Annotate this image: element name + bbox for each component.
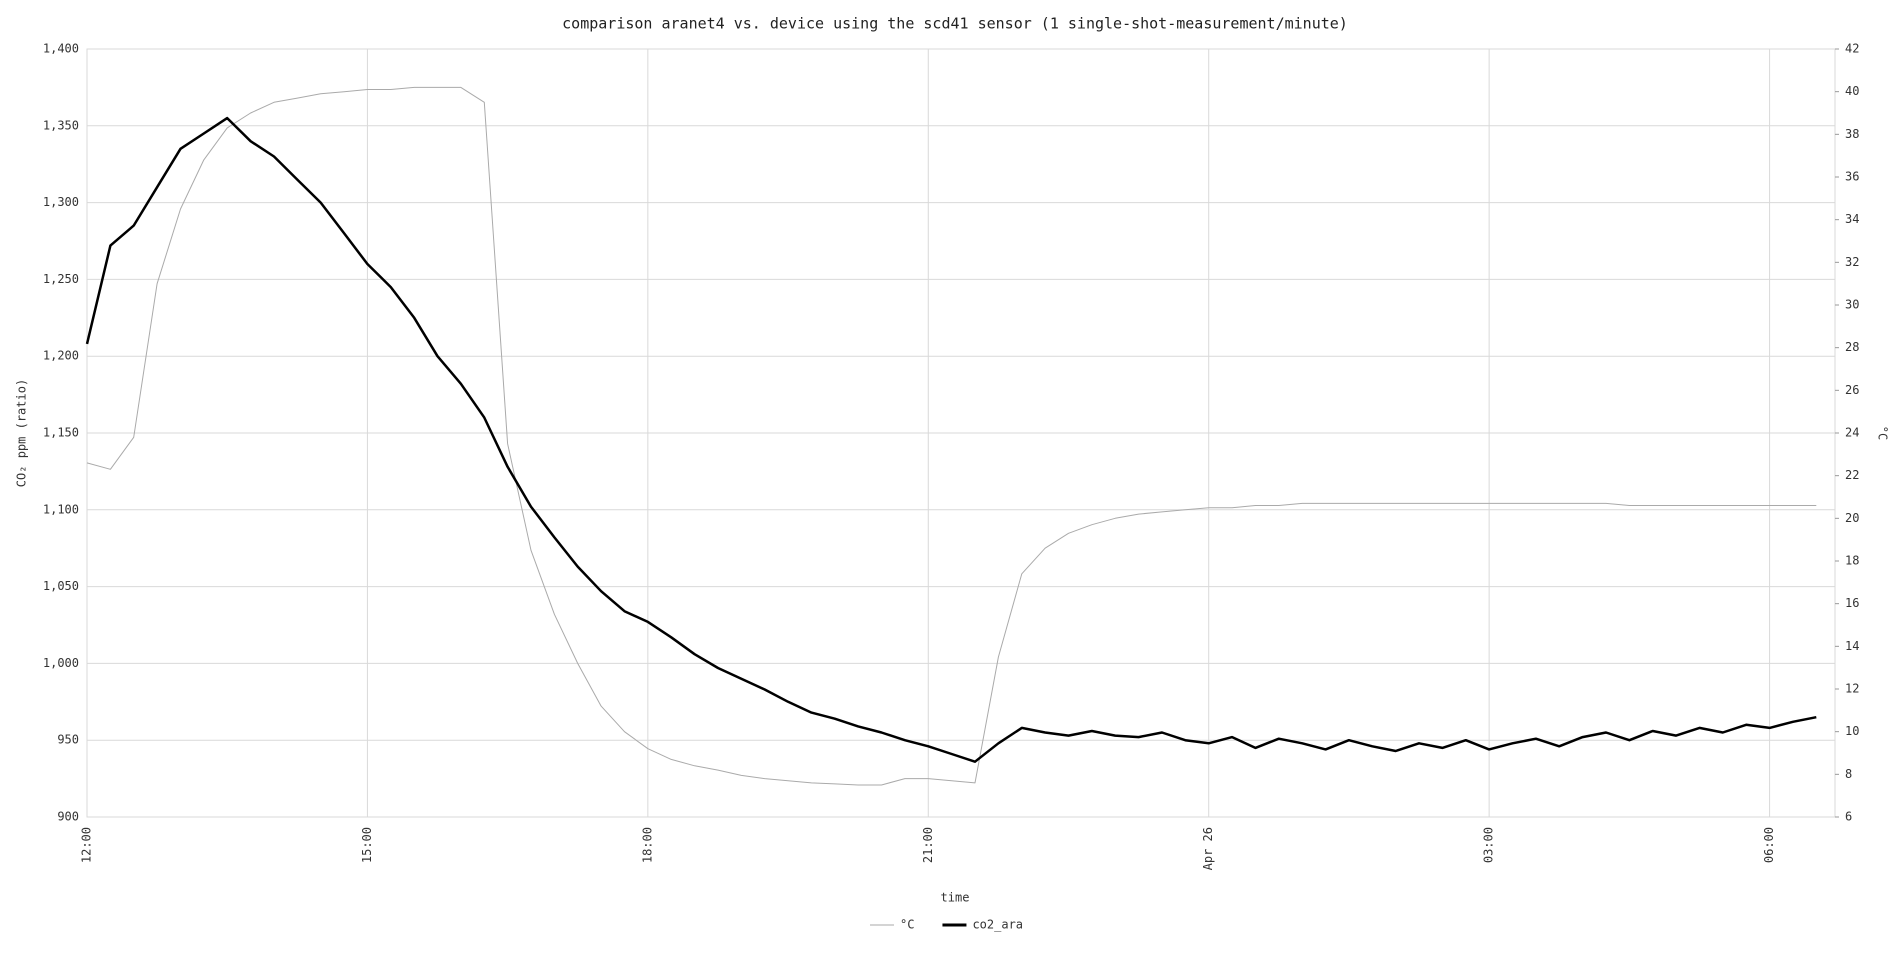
y2-axis-title: °C — [1876, 426, 1890, 440]
y-tick-label: 1,400 — [43, 42, 79, 56]
y2-tick-label: 30 — [1845, 298, 1859, 312]
y-tick-label: 1,100 — [43, 502, 79, 516]
y2-tick-label: 16 — [1845, 596, 1859, 610]
y2-tick-label: 24 — [1845, 426, 1859, 440]
x-tick-label: 21:00 — [921, 827, 935, 863]
y2-tick-label: 40 — [1845, 84, 1859, 98]
y2-tick-label: 32 — [1845, 255, 1859, 269]
x-tick-label: 12:00 — [80, 827, 94, 863]
y-tick-label: 1,000 — [43, 656, 79, 670]
y2-tick-label: 20 — [1845, 511, 1859, 525]
y2-tick-label: 34 — [1845, 212, 1859, 226]
y-tick-label: 900 — [57, 810, 79, 824]
y2-tick-label: 14 — [1845, 639, 1859, 653]
x-tick-label: 18:00 — [640, 827, 654, 863]
y2-tick-label: 42 — [1845, 42, 1859, 56]
series-line — [86, 86, 1817, 786]
y-tick-label: 1,250 — [43, 272, 79, 286]
y2-tick-label: 18 — [1845, 554, 1859, 568]
y-tick-label: 950 — [57, 733, 79, 747]
chart-title: comparison aranet4 vs. device using the … — [562, 15, 1348, 33]
y-tick-label: 1,200 — [43, 349, 79, 363]
y2-tick-label: 8 — [1845, 767, 1852, 781]
x-tick-label: 06:00 — [1762, 827, 1776, 863]
y-tick-label: 1,150 — [43, 426, 79, 440]
legend-label: co2_ara — [972, 918, 1023, 932]
y2-tick-label: 26 — [1845, 383, 1859, 397]
x-axis-title: time — [941, 891, 970, 905]
y-tick-label: 1,050 — [43, 579, 79, 593]
x-tick-label: Apr 26 — [1201, 827, 1215, 870]
y-tick-label: 1,350 — [43, 118, 79, 132]
y2-tick-label: 6 — [1845, 810, 1852, 824]
x-tick-label: 15:00 — [360, 827, 374, 863]
y2-tick-label: 28 — [1845, 340, 1859, 354]
y2-tick-label: 10 — [1845, 724, 1859, 738]
series-line — [85, 116, 1817, 763]
y2-tick-label: 12 — [1845, 682, 1859, 696]
y2-tick-label: 38 — [1845, 127, 1859, 141]
y-tick-label: 1,300 — [43, 195, 79, 209]
y2-tick-label: 36 — [1845, 170, 1859, 184]
x-tick-label: 03:00 — [1482, 827, 1496, 863]
y2-tick-label: 22 — [1845, 468, 1859, 482]
legend-label: °C — [900, 918, 914, 932]
y-axis-title: CO₂ ppm (ratio) — [15, 379, 29, 487]
